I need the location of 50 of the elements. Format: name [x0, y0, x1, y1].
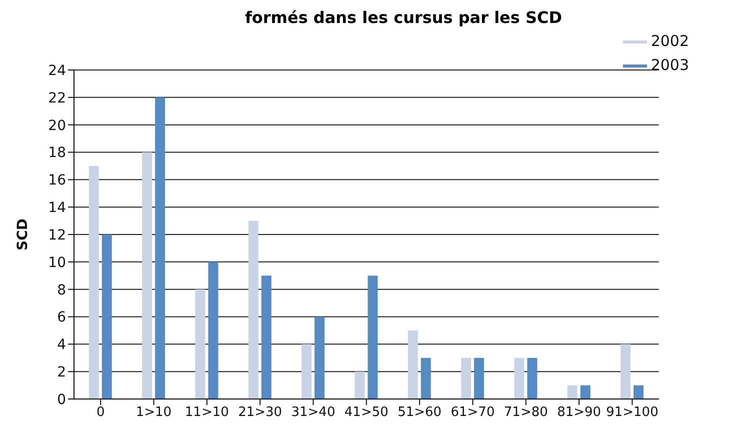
- x-tick-label: 71>80: [504, 405, 548, 420]
- y-tick-label: 0: [57, 392, 66, 408]
- bar: [634, 385, 644, 399]
- x-tick-label: 41>50: [344, 405, 388, 420]
- bar: [420, 358, 431, 399]
- y-tick-label: 6: [57, 310, 66, 326]
- bar: [474, 358, 484, 399]
- bar: [102, 234, 112, 399]
- x-tick-label: 21>30: [238, 405, 282, 420]
- y-tick-label: 8: [57, 282, 66, 298]
- bar: [408, 330, 418, 399]
- x-tick-label: 91>100: [606, 405, 658, 420]
- y-tick-label: 24: [48, 62, 66, 79]
- bar: [261, 276, 272, 399]
- x-tick-label: 61>70: [450, 405, 495, 420]
- bar: [514, 358, 524, 399]
- bar: [142, 152, 152, 399]
- bar: [567, 385, 578, 399]
- y-tick-label: 12: [48, 227, 66, 244]
- y-tick-label: 2: [57, 364, 66, 381]
- x-tick-label: 11>10: [184, 405, 229, 420]
- bar: [580, 385, 590, 399]
- y-tick-label: 20: [48, 118, 66, 134]
- y-tick-label: 22: [48, 90, 66, 106]
- bar: [461, 358, 472, 399]
- x-tick-label: 81>90: [557, 405, 602, 420]
- y-tick-label: 18: [48, 145, 66, 162]
- x-tick-label: 1>10: [136, 405, 172, 420]
- y-tick-label: 14: [48, 200, 66, 216]
- bar: [314, 316, 325, 399]
- bar: [88, 166, 99, 399]
- bar: [527, 358, 538, 399]
- x-tick-label: 31>40: [291, 405, 336, 420]
- y-tick-label: 10: [48, 254, 66, 271]
- bar: [195, 289, 206, 399]
- bar: [248, 220, 258, 399]
- bar: [155, 97, 166, 399]
- y-tick-label: 16: [48, 172, 66, 189]
- x-tick-label: 0: [96, 405, 105, 420]
- bar: [354, 372, 365, 399]
- legend-label: 2003: [650, 56, 689, 74]
- legend-label: 2002: [650, 32, 689, 50]
- y-tick-label: 4: [57, 337, 66, 354]
- bar: [368, 276, 378, 399]
- bar: [620, 344, 631, 399]
- chart-title: formés dans les cursus par les SCD: [244, 8, 564, 29]
- x-tick-label: 51>60: [398, 405, 442, 420]
- bar: [208, 262, 218, 399]
- bar: [302, 344, 312, 399]
- y-axis-title: SCD: [14, 218, 31, 250]
